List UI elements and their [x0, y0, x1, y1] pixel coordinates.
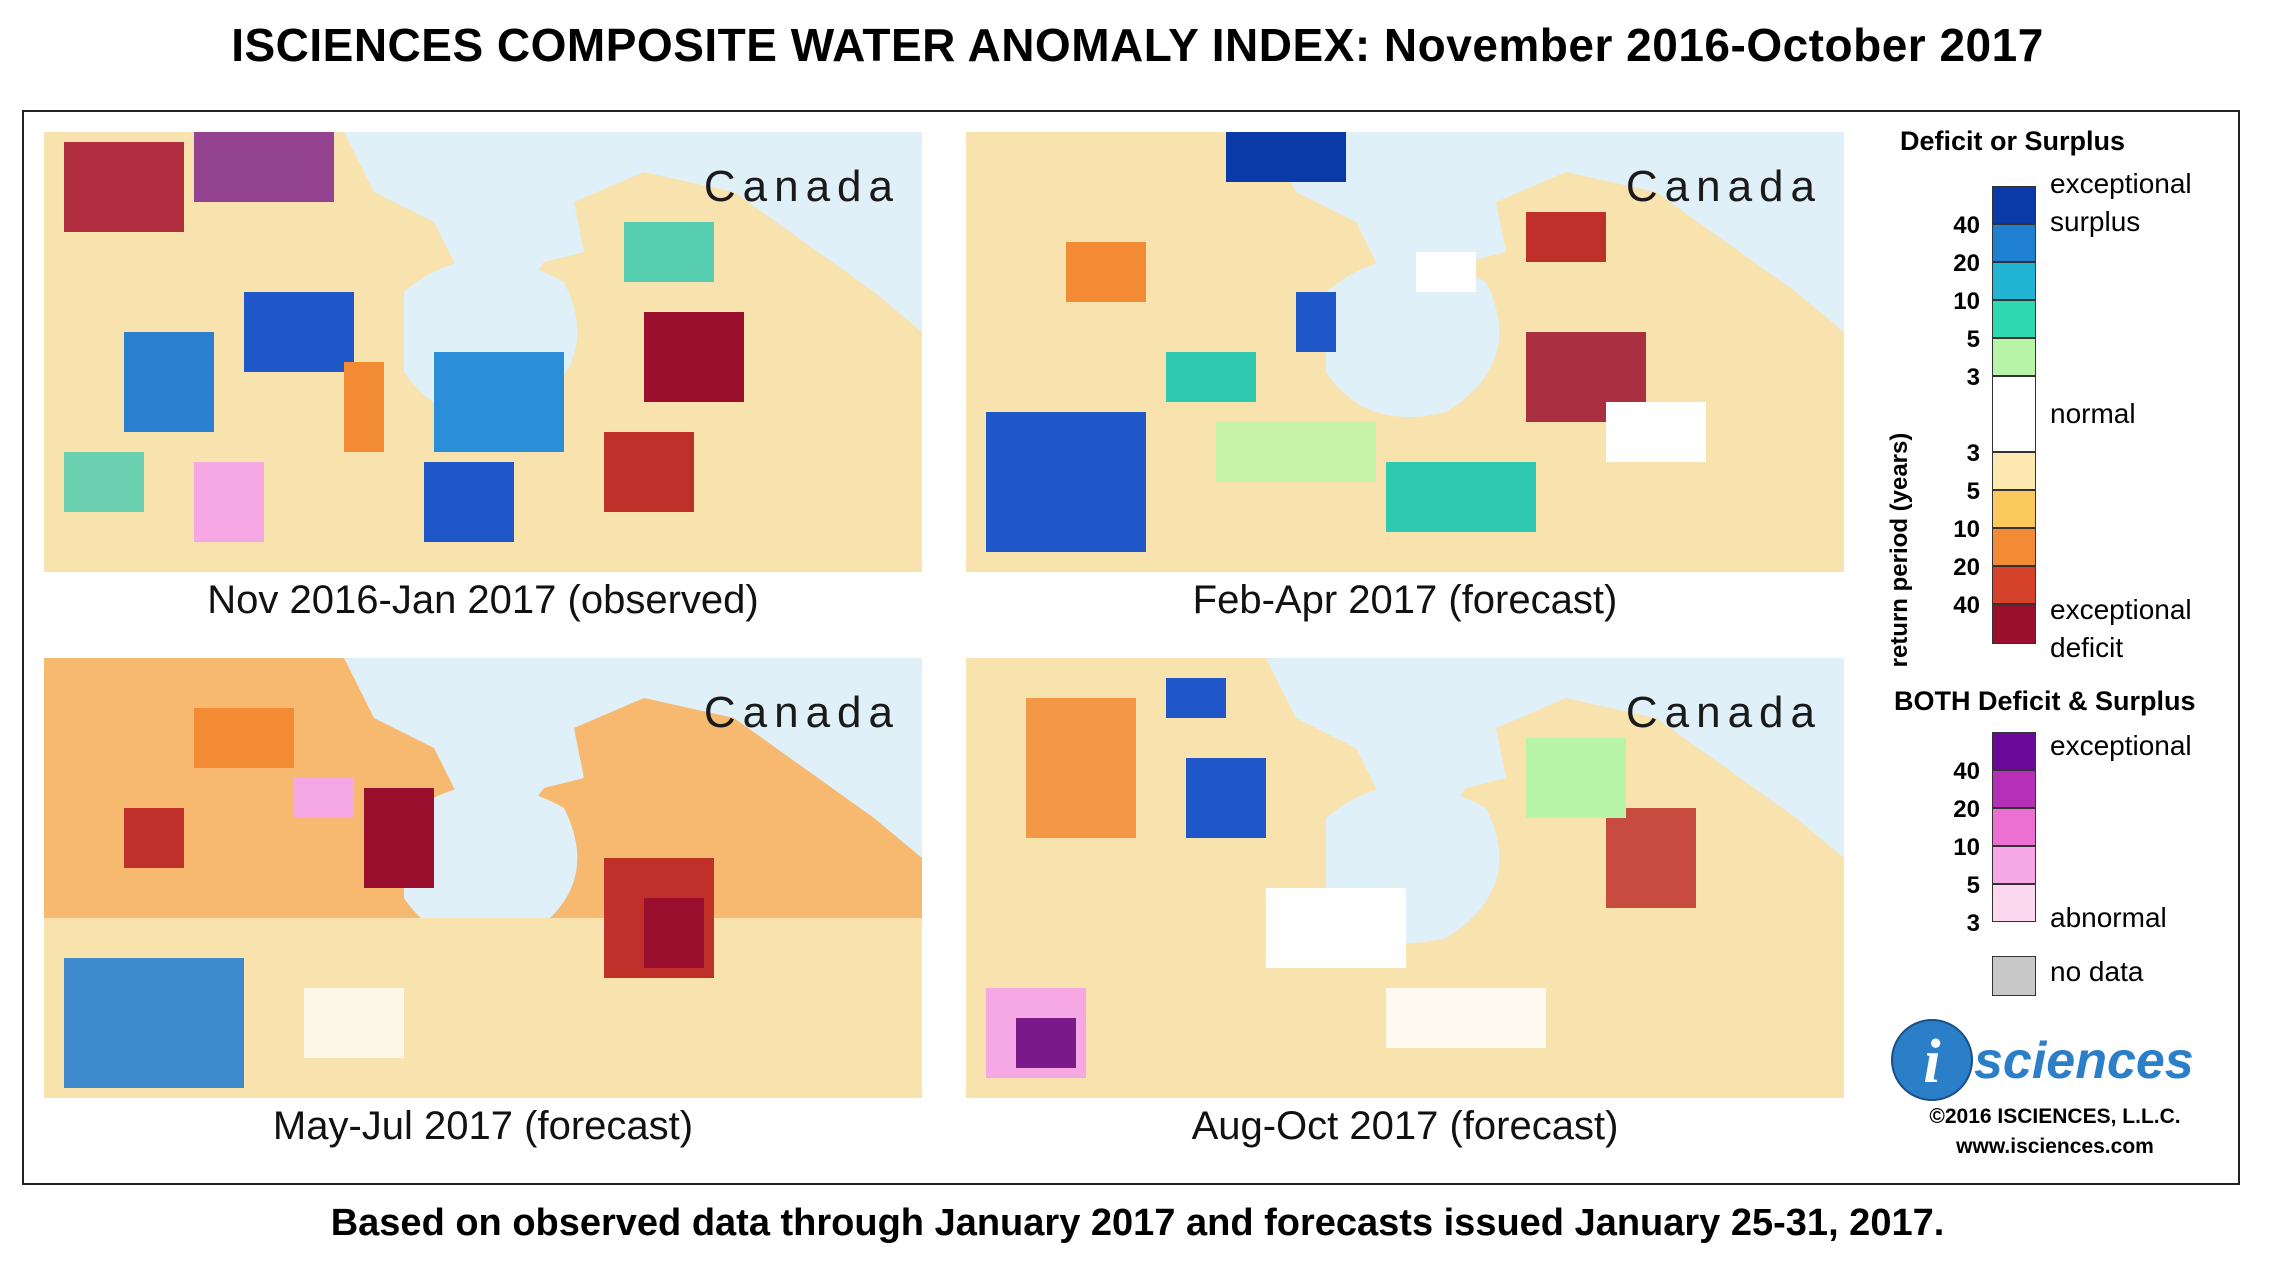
page-title: ISCIENCES COMPOSITE WATER ANOMALY INDEX:… — [231, 19, 2044, 71]
legend-tick: 20 — [1953, 796, 1980, 823]
legend-swatch-surplus — [1992, 300, 2036, 338]
legend-tick: 20 — [1953, 554, 1980, 581]
map-panel-nov-jan: Canada — [44, 132, 922, 572]
legend-tick: 40 — [1953, 212, 1980, 239]
region-label: Canada — [703, 162, 900, 211]
legend-tick: 5 — [1966, 326, 1980, 353]
map-image — [44, 132, 922, 572]
map-panel-may-jul: Canada — [44, 658, 922, 1098]
legend-title-deficit-surplus: Deficit or Surplus — [1900, 126, 2126, 156]
legend-swatch-both — [1992, 732, 2036, 770]
legend-swatch-surplus — [1992, 262, 2036, 300]
figure-frame — [22, 110, 2240, 1185]
legend-tick: 10 — [1953, 288, 1980, 315]
legend-tick: 20 — [1953, 250, 1980, 277]
legend-swatch-surplus — [1992, 338, 2036, 376]
legend: Deficit or Surplus return period (years)… — [1880, 120, 2230, 1120]
legend-label-nodata: no data — [2050, 956, 2144, 987]
legend-swatch-deficit — [1992, 604, 2036, 644]
region-label: Canada — [1625, 688, 1822, 737]
panel-caption: Feb-Apr 2017 (forecast) — [1192, 578, 1618, 622]
legend-label-surplus: surplus — [2050, 206, 2141, 237]
legend-tick: 10 — [1953, 516, 1980, 543]
legend-label-normal: normal — [2050, 398, 2136, 429]
legend-swatch-normal — [1992, 376, 2036, 452]
map-image — [966, 658, 1844, 1098]
legend-swatch-deficit — [1992, 566, 2036, 604]
legend-label-both-abnormal: abnormal — [2050, 902, 2167, 933]
logo-wordmark: sciences — [1974, 1032, 2194, 1090]
panel-caption: May-Jul 2017 (forecast) — [272, 1104, 694, 1148]
legend-label-exceptional-surplus: exceptional — [2050, 168, 2192, 199]
legend-label-deficit: deficit — [2050, 632, 2124, 663]
legend-swatch-surplus — [1992, 186, 2036, 224]
map-panel-aug-oct: Canada — [966, 658, 1844, 1098]
legend-swatch-nodata — [1992, 956, 2036, 996]
map-panel-feb-apr: Canada — [966, 132, 1844, 572]
legend-swatch-deficit — [1992, 490, 2036, 528]
legend-swatch-both — [1992, 808, 2036, 846]
isciences-logo: i sciences — [1880, 1010, 2230, 1110]
map-image — [966, 132, 1844, 572]
copyright: ©2016 ISCIENCES, L.L.C. — [1929, 1105, 2181, 1128]
legend-swatch-deficit — [1992, 528, 2036, 566]
legend-tick: 5 — [1966, 872, 1980, 899]
legend-swatch-deficit — [1992, 452, 2036, 490]
map-image — [44, 658, 922, 1098]
legend-tick: 3 — [1966, 364, 1980, 391]
legend-swatch-surplus — [1992, 224, 2036, 262]
legend-swatch-both — [1992, 884, 2036, 922]
legend-swatch-both — [1992, 770, 2036, 808]
legend-tick: 40 — [1953, 758, 1980, 785]
website: www.isciences.com — [1956, 1135, 2154, 1158]
panel-caption: Nov 2016-Jan 2017 (observed) — [207, 578, 759, 622]
legend-label-both-exceptional: exceptional — [2050, 730, 2192, 761]
region-label: Canada — [703, 688, 900, 737]
legend-tick: 10 — [1953, 834, 1980, 861]
legend-title-both: BOTH Deficit & Surplus — [1894, 686, 2196, 716]
legend-tick: 5 — [1966, 478, 1980, 505]
legend-swatch-both — [1992, 846, 2036, 884]
footer-note: Based on observed data through January 2… — [330, 1202, 1945, 1244]
legend-label-exceptional-deficit: exceptional — [2050, 594, 2192, 625]
legend-tick: 40 — [1953, 592, 1980, 619]
panel-caption: Aug-Oct 2017 (forecast) — [1191, 1104, 1619, 1148]
legend-tick: 3 — [1966, 440, 1980, 467]
logo-letter: i — [1923, 1028, 1940, 1096]
legend-tick: 3 — [1966, 910, 1980, 937]
region-label: Canada — [1625, 162, 1822, 211]
